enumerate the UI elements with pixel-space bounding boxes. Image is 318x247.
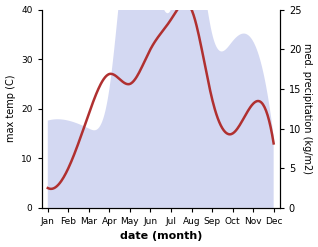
Y-axis label: med. precipitation (kg/m2): med. precipitation (kg/m2) (302, 43, 313, 174)
X-axis label: date (month): date (month) (120, 231, 202, 242)
Y-axis label: max temp (C): max temp (C) (5, 75, 16, 143)
